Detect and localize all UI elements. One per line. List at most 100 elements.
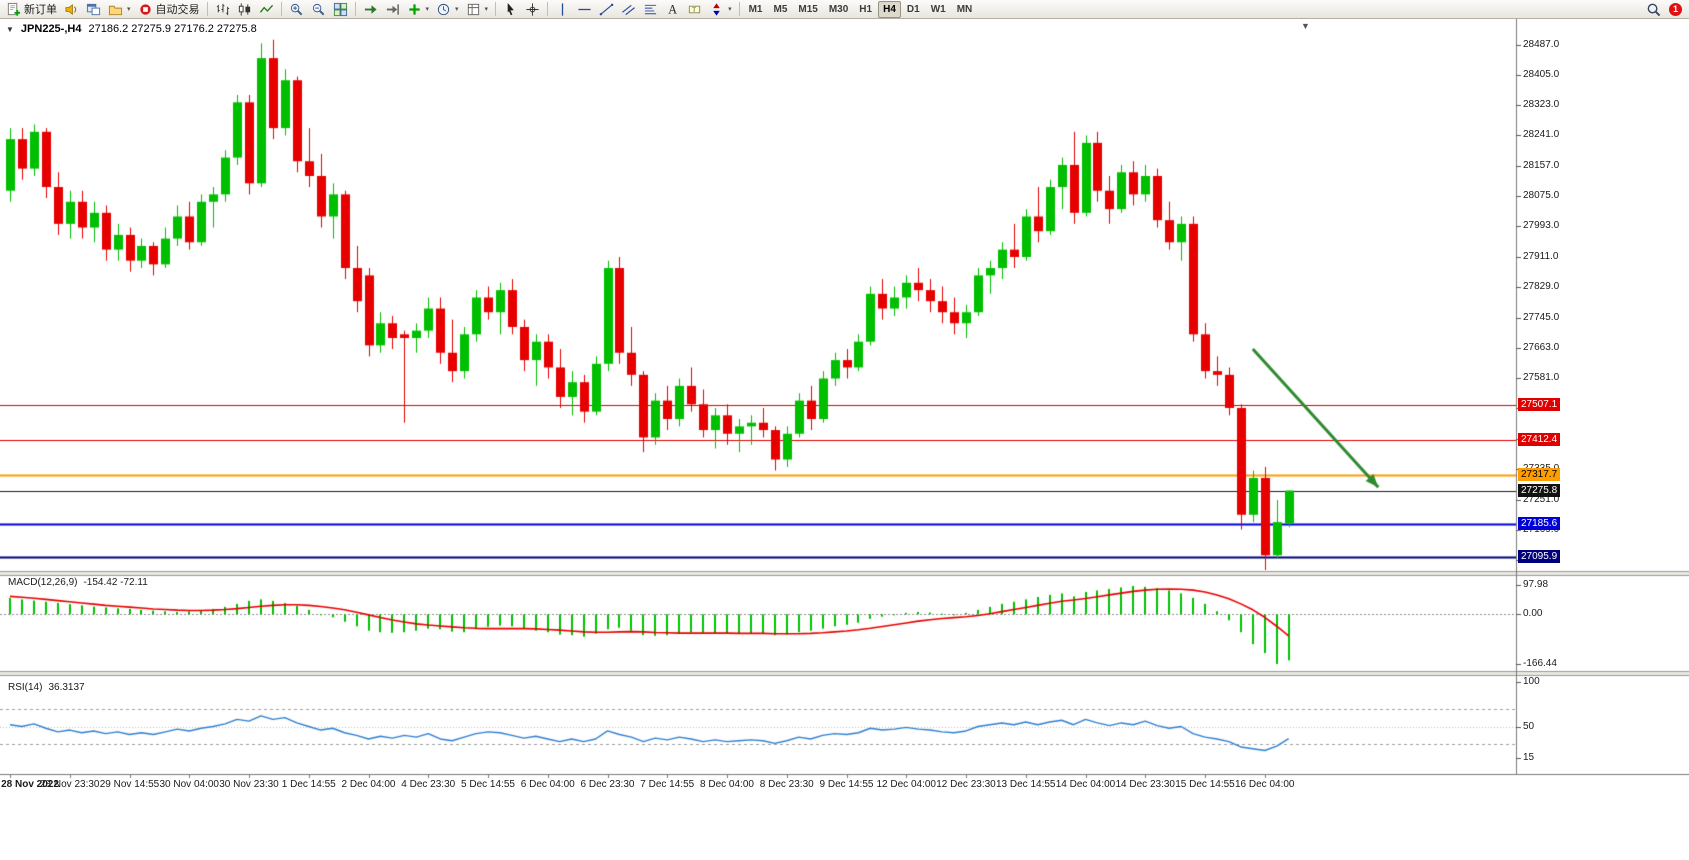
timeframe-mn-button[interactable]: MN xyxy=(952,1,978,18)
timeframe-h1-button[interactable]: H1 xyxy=(854,1,877,18)
chart-shift-marker: ▼ xyxy=(1301,21,1310,31)
horizontal-line-button[interactable] xyxy=(574,1,595,18)
toolbar-separator xyxy=(547,2,549,16)
search-icon xyxy=(1647,3,1661,16)
label-button[interactable]: T xyxy=(684,1,705,18)
rsi-label: RSI(14) 36.3137 xyxy=(8,682,85,693)
new-order-icon xyxy=(7,2,21,16)
chart-shift-button[interactable] xyxy=(382,1,403,18)
auto-scroll-icon xyxy=(364,4,377,14)
search-button[interactable] xyxy=(1643,1,1664,18)
price-tag[interactable]: 27317.7 xyxy=(1518,468,1561,482)
timeframe-m1-button[interactable]: M1 xyxy=(744,1,768,18)
crosshair-icon xyxy=(526,2,539,16)
fibonacci-icon xyxy=(644,4,657,14)
macd-values: -154.42 -72.11 xyxy=(83,577,148,588)
toolbar-separator xyxy=(495,2,497,16)
fibonacci-button[interactable] xyxy=(640,1,661,18)
cursor-icon xyxy=(507,2,514,15)
timeframe-d1-button[interactable]: D1 xyxy=(902,1,925,18)
rsi-name: RSI(14) xyxy=(8,682,43,693)
vertical-line-icon xyxy=(561,2,564,16)
tile-windows-icon xyxy=(333,2,347,16)
timeframe-w1-button[interactable]: W1 xyxy=(926,1,951,18)
chevron-down-icon: ▾ xyxy=(425,5,430,13)
new-order-button[interactable]: 新订单 xyxy=(3,1,60,18)
crosshair-button[interactable] xyxy=(522,1,543,18)
timeframe-m5-button[interactable]: M5 xyxy=(768,1,792,18)
line-chart-button[interactable] xyxy=(256,1,277,18)
price-tag[interactable]: 27185.6 xyxy=(1518,516,1561,530)
folder-icon xyxy=(108,5,123,15)
vertical-line-button[interactable] xyxy=(552,1,573,18)
price-tag[interactable]: 27507.1 xyxy=(1518,398,1561,412)
channel-icon xyxy=(622,4,636,15)
toolbar-separator xyxy=(280,2,282,16)
arrows-icon xyxy=(713,2,720,16)
periods-button[interactable]: ▾ xyxy=(433,1,462,18)
profiles-button[interactable]: ▾ xyxy=(105,1,134,18)
toolbar-separator xyxy=(354,2,356,16)
auto-trading-icon xyxy=(139,3,151,15)
chevron-down-icon: ▾ xyxy=(728,5,732,13)
timeframe-m30-button[interactable]: M30 xyxy=(824,1,853,18)
text-icon: A xyxy=(668,2,677,16)
timeframe-h4-button[interactable]: H4 xyxy=(878,0,901,18)
speaker-icon xyxy=(65,3,77,15)
zoom-out-icon xyxy=(312,3,324,15)
chevron-down-icon: ▾ xyxy=(127,5,131,13)
clock-icon xyxy=(437,3,450,15)
arrows-button[interactable]: ▾ xyxy=(706,1,735,18)
autotrading-button[interactable]: 自动交易 xyxy=(135,1,203,18)
svg-text:T: T xyxy=(692,6,696,13)
line-chart-icon xyxy=(259,4,273,13)
bar-chart-button[interactable] xyxy=(212,1,233,18)
chart-shift-icon xyxy=(386,3,399,15)
label-icon: T xyxy=(688,5,701,13)
toolbar-separator xyxy=(206,2,208,16)
indicators-plus-icon xyxy=(408,3,420,15)
auto-scroll-button[interactable] xyxy=(360,1,381,18)
price-tag[interactable]: 27275.8 xyxy=(1518,483,1561,497)
templates-button[interactable]: ▾ xyxy=(463,1,492,18)
new-window-icon xyxy=(86,3,101,15)
chevron-down-icon: ▾ xyxy=(484,5,489,13)
zoom-out-button[interactable] xyxy=(308,1,329,18)
timeframe-m15-button[interactable]: M15 xyxy=(793,1,822,18)
price-tag[interactable]: 27412.4 xyxy=(1518,433,1561,447)
macd-label: MACD(12,26,9) -154.42 -72.11 xyxy=(8,577,148,588)
candlestick-icon xyxy=(238,2,250,16)
price-tag[interactable]: 27095.9 xyxy=(1518,549,1561,563)
tile-windows-button[interactable] xyxy=(330,1,351,18)
bar-chart-icon xyxy=(216,3,229,15)
macd-name: MACD(12,26,9) xyxy=(8,577,78,588)
alerts-button[interactable] xyxy=(61,1,82,18)
zoom-in-button[interactable] xyxy=(286,1,307,18)
svg-text:A: A xyxy=(668,2,677,16)
toolbar-right-group: 1 xyxy=(1643,1,1686,18)
template-icon xyxy=(467,3,479,15)
zoom-in-icon xyxy=(290,3,302,15)
chart-title: ▼ JPN225-,H4 27186.2 27275.9 27176.2 272… xyxy=(6,23,257,35)
cursor-button[interactable] xyxy=(500,1,521,18)
chart-plot-canvas[interactable] xyxy=(0,18,1689,860)
toolbar-separator xyxy=(738,2,740,16)
horizontal-line-icon xyxy=(578,8,591,10)
candlestick-chart-button[interactable] xyxy=(234,1,255,18)
autotrading-label: 自动交易 xyxy=(155,4,200,16)
rsi-value: 36.3137 xyxy=(48,682,85,693)
oneclick-collapse-icon[interactable]: ▼ xyxy=(6,25,14,34)
notification-badge[interactable]: 1 xyxy=(1669,2,1682,16)
timeframe-group: M1 M5 M15 M30 H1 H4 D1 W1 MN xyxy=(744,0,978,18)
channel-button[interactable] xyxy=(618,1,639,18)
text-button[interactable]: A xyxy=(662,1,683,18)
new-chart-button[interactable] xyxy=(83,1,104,18)
symbol-period-label: JPN225-,H4 xyxy=(20,23,82,35)
trendline-button[interactable] xyxy=(596,1,617,18)
indicators-button[interactable]: ▾ xyxy=(404,1,433,18)
chevron-down-icon: ▾ xyxy=(455,5,459,13)
trendline-icon xyxy=(599,3,614,15)
ohlc-label: 27186.2 27275.9 27176.2 27275.8 xyxy=(88,23,257,35)
new-order-label: 新订单 xyxy=(24,4,57,16)
